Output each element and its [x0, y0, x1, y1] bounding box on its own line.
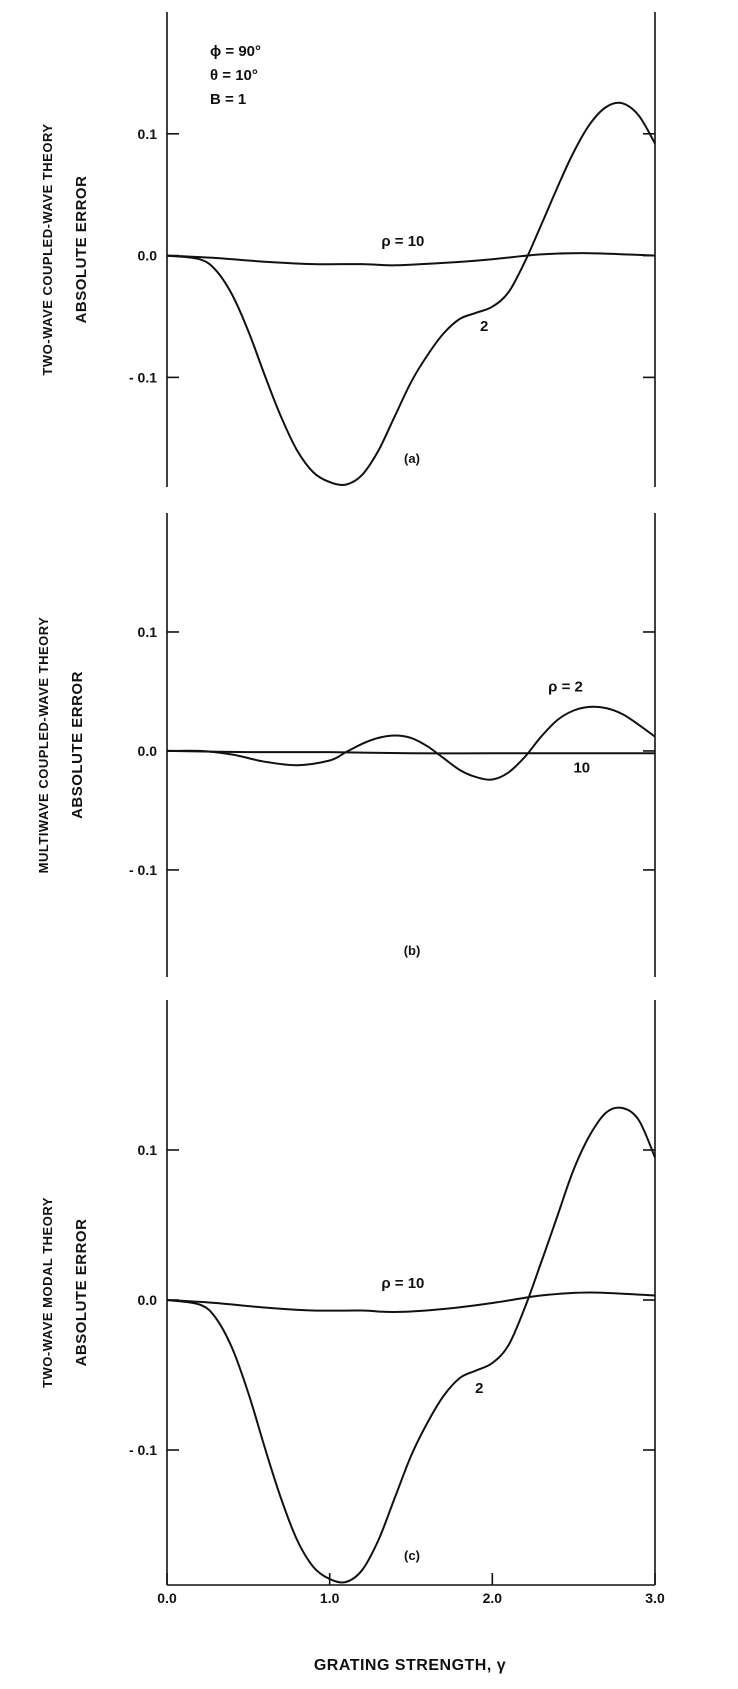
panel-a-annotation-0: ρ = 10 [381, 233, 424, 250]
x-tick-label-1: 1.0 [320, 1590, 340, 1606]
panel-c-series-rho-10 [166, 1291, 656, 1314]
x-tick-label-2: 2.0 [483, 1590, 503, 1606]
panel-b: 0.1 0.0 - 0.1 MULTIWAVE COUPLED-WAVE THEORY… [36, 513, 656, 977]
panel-b-ytick-label-1: 0.0 [138, 743, 158, 759]
panel-c-series-rho-2 [166, 1106, 656, 1584]
param-phi: ϕ = 90° [210, 43, 261, 60]
panel-a-ylabel-line2: ABSOLUTE ERROR [73, 176, 90, 324]
x-axis-tick-labels: 0.0 1.0 2.0 3.0 [157, 1590, 665, 1606]
panel-c-ytick-label-1: 0.0 [138, 1292, 158, 1308]
panel-a: 0.1 0.0 - 0.1 TWO-WAVE COUPLED-WAVE THEORY A… [40, 12, 656, 487]
panel-c-label: (c) [404, 1548, 420, 1563]
panel-b-ytick-label-0: 0.1 [138, 624, 158, 640]
panel-a-ytick-label-2: - 0.1 [129, 369, 157, 385]
panel-b-series-rho-10 [166, 749, 655, 755]
panel-a-label: (a) [404, 451, 420, 466]
param-theta: θ = 10° [210, 67, 258, 84]
panel-a-series-rho-10 [166, 252, 656, 267]
parameter-block: ϕ = 90° θ = 10° B = 1 [210, 43, 261, 108]
panel-a-series-rho-2 [166, 101, 656, 487]
x-tick-label-3: 3.0 [645, 1590, 665, 1606]
panel-c-annotation-1: 2 [475, 1380, 483, 1397]
panel-b-ylabel-line2: ABSOLUTE ERROR [69, 671, 86, 819]
panel-b-ylabel-line1: MULTIWAVE COUPLED-WAVE THEORY [36, 617, 51, 874]
panel-a-annotation-1: 2 [480, 318, 488, 335]
panel-c-annotation-0: ρ = 10 [381, 1275, 424, 1292]
panel-a-ylabel-line1: TWO-WAVE COUPLED-WAVE THEORY [40, 123, 55, 375]
panel-c: 0.1 0.0 - 0.1 TWO-WAVE MODAL THEORY ABSOLUTE… [40, 1000, 656, 1586]
panel-b-label: (b) [404, 943, 421, 958]
panel-b-ytick-label-2: - 0.1 [129, 862, 157, 878]
x-axis-title: GRATING STRENGTH, γ [314, 1657, 506, 1674]
x-tick-label-0: 0.0 [157, 1590, 177, 1606]
panel-c-ytick-label-0: 0.1 [138, 1142, 158, 1158]
panel-a-ytick-label-1: 0.0 [138, 248, 158, 264]
panel-b-annotation-0: ρ = 2 [548, 678, 583, 695]
panel-c-ylabel-line2: ABSOLUTE ERROR [73, 1219, 90, 1367]
panel-a-ytick-label-0: 0.1 [138, 126, 158, 142]
panel-b-annotation-1: 10 [573, 759, 590, 776]
panel-c-ytick-label-2: - 0.1 [129, 1442, 157, 1458]
param-b: B = 1 [210, 91, 246, 108]
panel-b-series-rho-2 [166, 705, 656, 781]
panel-c-ylabel-line1: TWO-WAVE MODAL THEORY [40, 1197, 55, 1388]
